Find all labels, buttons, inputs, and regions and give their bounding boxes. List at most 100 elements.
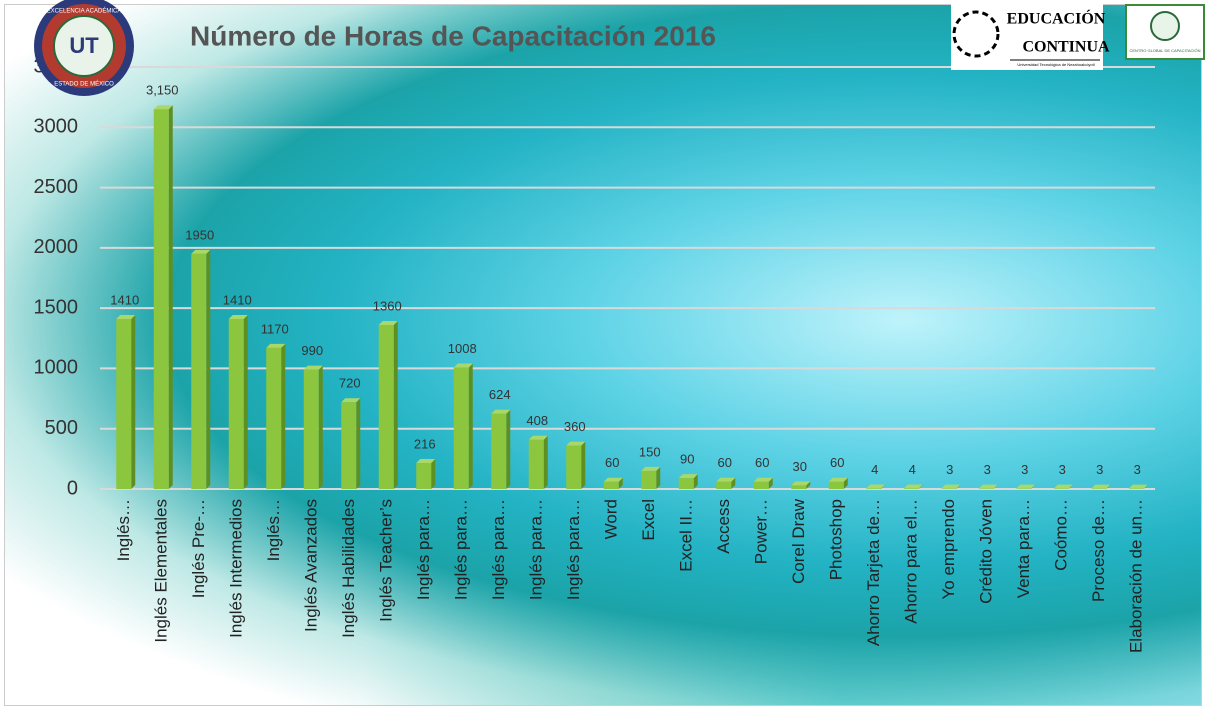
bar [153, 109, 169, 489]
bar-side [206, 249, 211, 489]
bar-side [468, 363, 473, 489]
bar-side [806, 481, 811, 489]
bar-side [581, 441, 586, 489]
bar-top [1091, 484, 1111, 489]
bar-top [191, 249, 211, 254]
y-tick-label: 500 [45, 417, 78, 439]
bar-side [843, 477, 848, 489]
bar-top [641, 466, 661, 471]
x-tick-label: Excel II… [677, 499, 696, 572]
data-label: 1410 [110, 292, 139, 307]
y-tick-label: 3000 [34, 116, 79, 138]
data-label: 3 [1134, 462, 1141, 477]
bar-top [903, 484, 923, 489]
y-tick-label: 1000 [34, 357, 79, 379]
data-label: 1360 [373, 298, 402, 313]
bar-side [131, 314, 136, 489]
data-label: 360 [564, 419, 586, 434]
x-tick-label: Excel [639, 499, 658, 541]
data-label: 3 [946, 462, 953, 477]
bar-side [1031, 484, 1036, 489]
x-tick-label: Inglés para… [414, 499, 433, 600]
x-tick-label: Inglés para… [489, 499, 508, 600]
bar-top [153, 105, 173, 110]
data-label: 990 [301, 343, 323, 358]
bar [416, 462, 432, 489]
data-label: 60 [755, 455, 769, 470]
bar [303, 369, 319, 489]
y-tick-label: 0 [67, 477, 78, 499]
bar [566, 445, 582, 489]
bar [603, 481, 619, 489]
data-label: 1170 [261, 321, 289, 336]
bar-top [791, 481, 811, 486]
bar [116, 318, 132, 489]
bar-side [731, 477, 736, 489]
logo-text: CONTINUA [1022, 39, 1110, 56]
logo-text: ESTADO DE MÉXICO [54, 81, 114, 88]
bar-side [356, 398, 361, 489]
bar [266, 347, 282, 489]
data-label: 3 [1096, 462, 1103, 477]
bar-side [918, 484, 923, 489]
bar-top [491, 409, 511, 414]
bar-side [693, 474, 698, 489]
bar-top [1128, 484, 1148, 489]
bar-top [228, 314, 248, 319]
bar [528, 439, 544, 489]
x-tick-label: Inglés… [264, 499, 283, 561]
data-label: 60 [718, 455, 732, 470]
bar [678, 478, 694, 489]
x-tick-label: Ahorro Tarjeta de… [864, 499, 883, 646]
bar-side [618, 477, 623, 489]
bar-side [506, 409, 511, 489]
data-label: 1950 [185, 227, 214, 242]
x-tick-label: Ahorro para el… [902, 499, 921, 624]
data-label: 30 [793, 459, 807, 474]
bar-top [1016, 484, 1036, 489]
logo-text: EXCELENCIA ACADÉMICA [47, 8, 122, 15]
bar-side [1143, 484, 1148, 489]
bar [453, 367, 469, 489]
x-tick-label: Yo emprendo [939, 499, 958, 600]
bar-side [993, 484, 998, 489]
bar-side [281, 343, 286, 489]
bar-top [566, 441, 586, 446]
data-label: 1008 [448, 341, 477, 356]
bar-top [1053, 484, 1073, 489]
bar-side [956, 484, 961, 489]
bar-top [116, 314, 136, 319]
bar-top [341, 398, 361, 403]
bar [753, 481, 769, 489]
data-label: 90 [680, 452, 694, 467]
bar-top [416, 458, 436, 463]
x-tick-label: Power… [752, 499, 771, 564]
bar [641, 470, 657, 489]
left-logo: UT EXCELENCIA ACADÉMICA ESTADO DE MÉXICO [34, 0, 134, 96]
bar-top [303, 365, 323, 370]
data-label: 4 [871, 462, 878, 477]
logo-text: Universidad Tecnológica de Nezahualcóyot… [1017, 62, 1094, 67]
x-tick-label: Corel Draw [789, 498, 808, 584]
bar-top [941, 484, 961, 489]
data-label: 150 [639, 444, 661, 459]
bar-side [768, 477, 773, 489]
data-label: 720 [339, 376, 361, 391]
bar-top [828, 477, 848, 482]
logo-text: EDUCACIÓN [1007, 9, 1106, 28]
data-label: 1410 [223, 292, 252, 307]
x-tick-label: Inglés Avanzados [302, 499, 321, 632]
bar-side [318, 365, 323, 489]
bar-top [603, 477, 623, 482]
bar-side [1106, 484, 1111, 489]
bar [828, 481, 844, 489]
chart-title: Número de Horas de Capacitación 2016 [190, 20, 716, 51]
x-tick-label: Venta para… [1014, 499, 1033, 598]
logo-mark [1150, 11, 1180, 41]
x-tick-label: Access [714, 499, 733, 554]
bar [716, 481, 732, 489]
x-tick-label: Proceso de… [1089, 499, 1108, 602]
x-tick-label: Crédito Jóven [977, 499, 996, 604]
data-label: 408 [526, 413, 548, 428]
data-label: 60 [830, 455, 844, 470]
